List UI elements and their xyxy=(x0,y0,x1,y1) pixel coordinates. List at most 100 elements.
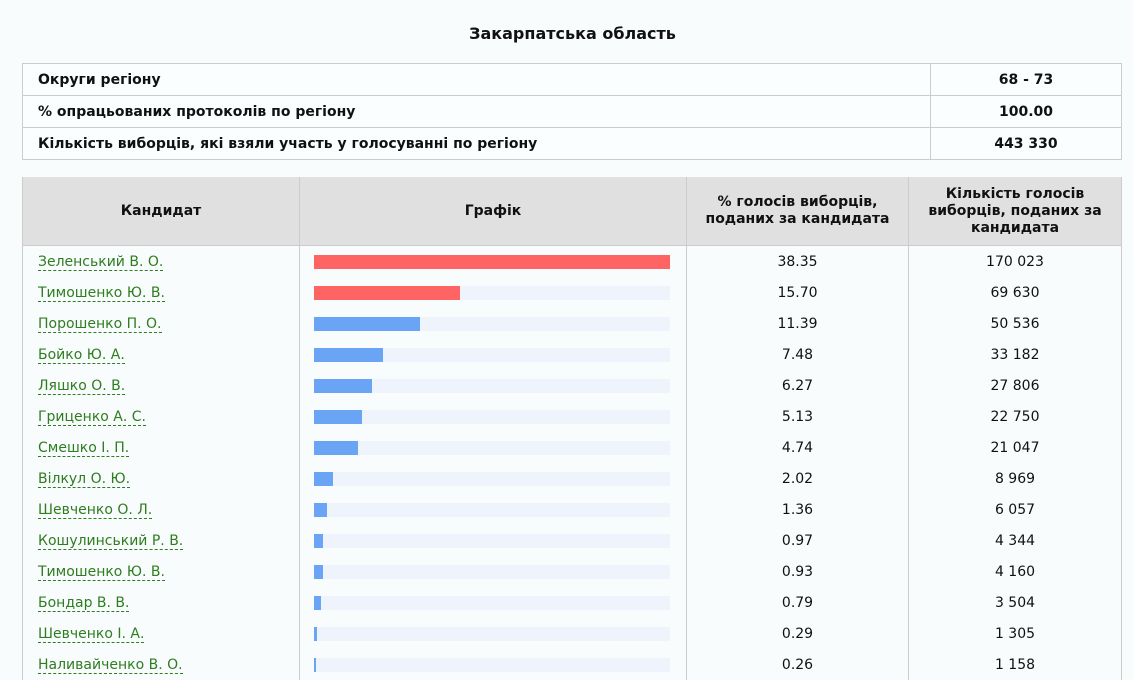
bar-fill xyxy=(314,316,420,331)
bar-track xyxy=(314,254,670,269)
table-row: Гриценко А. С. 5.13 22 750 xyxy=(22,401,1122,432)
bar-fill xyxy=(314,440,358,455)
info-row: Кількість виборців, які взяли участь у г… xyxy=(22,127,1122,160)
votes-cell: 8 969 xyxy=(908,463,1122,494)
bar-track xyxy=(314,378,670,393)
candidate-link[interactable]: Бойко Ю. А. xyxy=(38,346,125,364)
bar-track xyxy=(314,626,670,641)
table-row: Тимошенко Ю. В. 15.70 69 630 xyxy=(22,277,1122,308)
chart-cell xyxy=(299,463,687,494)
votes-cell: 21 047 xyxy=(908,432,1122,463)
pct-cell: 38.35 xyxy=(686,245,909,277)
votes-cell: 33 182 xyxy=(908,339,1122,370)
candidate-link[interactable]: Шевченко О. Л. xyxy=(38,501,153,519)
bar-fill xyxy=(314,378,373,393)
table-row: Тимошенко Ю. В. 0.93 4 160 xyxy=(22,556,1122,587)
pct-cell: 11.39 xyxy=(686,308,909,339)
table-row: Порошенко П. О. 11.39 50 536 xyxy=(22,308,1122,339)
bar-fill xyxy=(314,347,384,362)
header-votes: Кількість голосів виборців, поданих за к… xyxy=(908,177,1122,246)
candidate-link[interactable]: Кошулинський Р. В. xyxy=(38,532,184,550)
candidate-link[interactable]: Ляшко О. В. xyxy=(38,377,126,395)
votes-cell: 4 344 xyxy=(908,525,1122,556)
candidate-cell: Тимошенко Ю. В. xyxy=(22,556,300,587)
candidate-link[interactable]: Гриценко А. С. xyxy=(38,408,146,426)
candidate-link[interactable]: Тимошенко Ю. В. xyxy=(38,563,165,581)
candidate-link[interactable]: Смешко І. П. xyxy=(38,439,130,457)
bar-fill xyxy=(314,595,322,610)
table-row: Шевченко І. А. 0.29 1 305 xyxy=(22,618,1122,649)
chart-cell xyxy=(299,556,687,587)
candidate-link[interactable]: Бондар В. В. xyxy=(38,594,130,612)
bar-track xyxy=(314,657,670,672)
info-row: % опрацьованих протоколів по регіону 100.… xyxy=(22,95,1122,128)
header-chart: Графік xyxy=(299,177,687,246)
table-row: Бондар В. В. 0.79 3 504 xyxy=(22,587,1122,618)
candidate-cell: Шевченко О. Л. xyxy=(22,494,300,525)
bar-fill xyxy=(314,564,323,579)
bar-fill xyxy=(314,657,317,672)
table-row: Бойко Ю. А. 7.48 33 182 xyxy=(22,339,1122,370)
candidate-cell: Шевченко І. А. xyxy=(22,618,300,649)
info-value: 100.00 xyxy=(930,95,1122,128)
table-row: Вілкул О. Ю. 2.02 8 969 xyxy=(22,463,1122,494)
pct-cell: 0.29 xyxy=(686,618,909,649)
chart-cell xyxy=(299,432,687,463)
table-row: Ляшко О. В. 6.27 27 806 xyxy=(22,370,1122,401)
chart-cell xyxy=(299,587,687,618)
region-title: Закарпатська область xyxy=(469,24,676,43)
table-row: Зеленський В. О. 38.35 170 023 xyxy=(22,245,1122,277)
candidate-cell: Бондар В. В. xyxy=(22,587,300,618)
info-value: 68 - 73 xyxy=(930,63,1122,96)
pct-cell: 6.27 xyxy=(686,370,909,401)
candidate-link[interactable]: Тимошенко Ю. В. xyxy=(38,284,165,302)
candidate-cell: Кошулинський Р. В. xyxy=(22,525,300,556)
results-table: Кандидат Графік % голосів виборців, пода… xyxy=(22,177,1122,680)
bar-track xyxy=(314,440,670,455)
region-info-table: Округи регіону 68 - 73 % опрацьованих про… xyxy=(22,63,1122,160)
info-label: Округи регіону xyxy=(22,63,931,96)
pct-cell: 5.13 xyxy=(686,401,909,432)
table-row: Шевченко О. Л. 1.36 6 057 xyxy=(22,494,1122,525)
candidate-link[interactable]: Порошенко П. О. xyxy=(38,315,162,333)
candidate-link[interactable]: Вілкул О. Ю. xyxy=(38,470,131,488)
votes-cell: 170 023 xyxy=(908,245,1122,277)
info-row: Округи регіону 68 - 73 xyxy=(22,63,1122,96)
header-pct: % голосів виборців, поданих за кандидата xyxy=(686,177,909,246)
bar-track xyxy=(314,564,670,579)
candidate-cell: Порошенко П. О. xyxy=(22,308,300,339)
pct-cell: 1.36 xyxy=(686,494,909,525)
candidate-link[interactable]: Зеленський В. О. xyxy=(38,253,164,271)
info-label: Кількість виборців, які взяли участь у г… xyxy=(22,127,931,160)
pct-cell: 0.26 xyxy=(686,649,909,680)
chart-cell xyxy=(299,494,687,525)
header-candidate: Кандидат xyxy=(22,177,300,246)
chart-cell xyxy=(299,370,687,401)
candidate-link[interactable]: Шевченко І. А. xyxy=(38,625,145,643)
chart-cell xyxy=(299,308,687,339)
bar-fill xyxy=(314,626,317,641)
votes-cell: 1 305 xyxy=(908,618,1122,649)
pct-cell: 7.48 xyxy=(686,339,909,370)
bar-fill xyxy=(314,533,323,548)
chart-cell xyxy=(299,618,687,649)
candidate-cell: Зеленський В. О. xyxy=(22,245,300,277)
bar-track xyxy=(314,285,670,300)
bar-track xyxy=(314,502,670,517)
info-label: % опрацьованих протоколів по регіону xyxy=(22,95,931,128)
pct-cell: 15.70 xyxy=(686,277,909,308)
table-row: Наливайченко В. О. 0.26 1 158 xyxy=(22,649,1122,680)
chart-cell xyxy=(299,649,687,680)
candidate-cell: Бойко Ю. А. xyxy=(22,339,300,370)
pct-cell: 0.93 xyxy=(686,556,909,587)
votes-cell: 1 158 xyxy=(908,649,1122,680)
bar-track xyxy=(314,471,670,486)
votes-cell: 27 806 xyxy=(908,370,1122,401)
chart-cell xyxy=(299,401,687,432)
votes-cell: 50 536 xyxy=(908,308,1122,339)
votes-cell: 69 630 xyxy=(908,277,1122,308)
bar-fill xyxy=(314,254,670,269)
table-row: Смешко І. П. 4.74 21 047 xyxy=(22,432,1122,463)
candidate-link[interactable]: Наливайченко В. О. xyxy=(38,656,183,674)
candidate-cell: Смешко І. П. xyxy=(22,432,300,463)
